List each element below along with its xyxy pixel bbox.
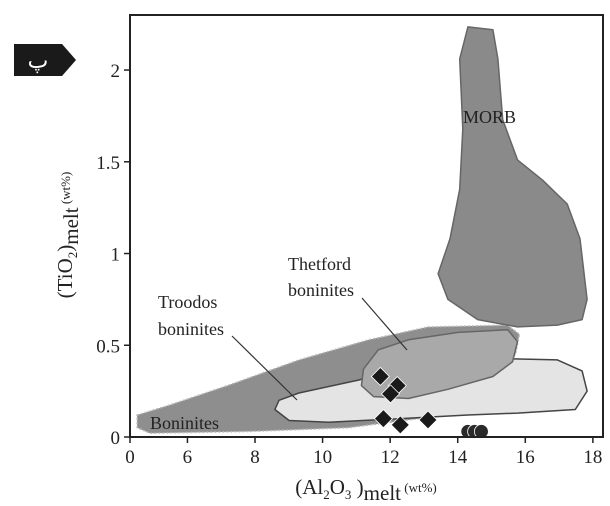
field-label: boninites [288, 280, 354, 300]
badge-shape [14, 44, 76, 76]
y-label-unit: (wt%) [58, 172, 73, 208]
x-tick-label: 18 [583, 447, 602, 468]
badge-text: پ [28, 49, 49, 74]
diamond-point [373, 409, 393, 429]
x-label-unit: (wt%) [401, 480, 437, 495]
x-label-sub: 2 [323, 487, 330, 502]
diamond-point [380, 384, 401, 404]
field-label: MORB [463, 107, 516, 127]
leader-line [361, 297, 408, 351]
diamond-point [418, 410, 438, 430]
circle-point [473, 424, 489, 439]
y-tick-label: 0 [111, 428, 121, 449]
x-tick-label: 14 [448, 447, 468, 468]
x-label-sub: melt [364, 481, 401, 505]
y-axis-label: (TiO2)melt (wt%) [53, 172, 83, 299]
x-tick-label: 10 [313, 447, 332, 468]
y-tick-label: 0.5 [96, 336, 120, 357]
y-label-sub: 2 [65, 252, 80, 259]
x-axis-label: (Al2O3 )melt (wt%) [295, 475, 437, 505]
leaders [231, 297, 408, 401]
y-label-part: ) [53, 245, 77, 252]
x-tick-label: 16 [516, 447, 535, 468]
points [370, 366, 489, 439]
y-label-sub: melt [59, 207, 83, 244]
x-label-sub: 3 [345, 487, 352, 502]
x-tick-label: 8 [250, 447, 260, 468]
x-label-part: (Al [295, 475, 323, 499]
field-label: boninites [158, 319, 224, 339]
diamond-point [370, 366, 390, 387]
field [437, 26, 588, 328]
y-tick-label: 1 [111, 245, 121, 266]
diamond-point [390, 415, 410, 435]
x-tick-label: 0 [125, 447, 135, 468]
y-tick-label: 2 [111, 61, 121, 82]
badge: پ [14, 44, 76, 76]
y-label-part: (TiO [53, 258, 77, 298]
y-tick-label: 1.5 [96, 153, 120, 174]
field-label: Troodos [158, 292, 217, 312]
x-tick-label: 12 [381, 447, 400, 468]
regions: Boninites Troodos boninites Thetford boninit… [136, 26, 588, 435]
x-tick-label: 6 [183, 447, 193, 468]
field-label: Thetford [288, 254, 351, 274]
x-label-part: ) [351, 475, 363, 499]
plot-frame [129, 14, 604, 438]
leader-line [231, 335, 298, 401]
field-label: Boninites [150, 413, 219, 433]
x-label-part: O [330, 475, 345, 499]
